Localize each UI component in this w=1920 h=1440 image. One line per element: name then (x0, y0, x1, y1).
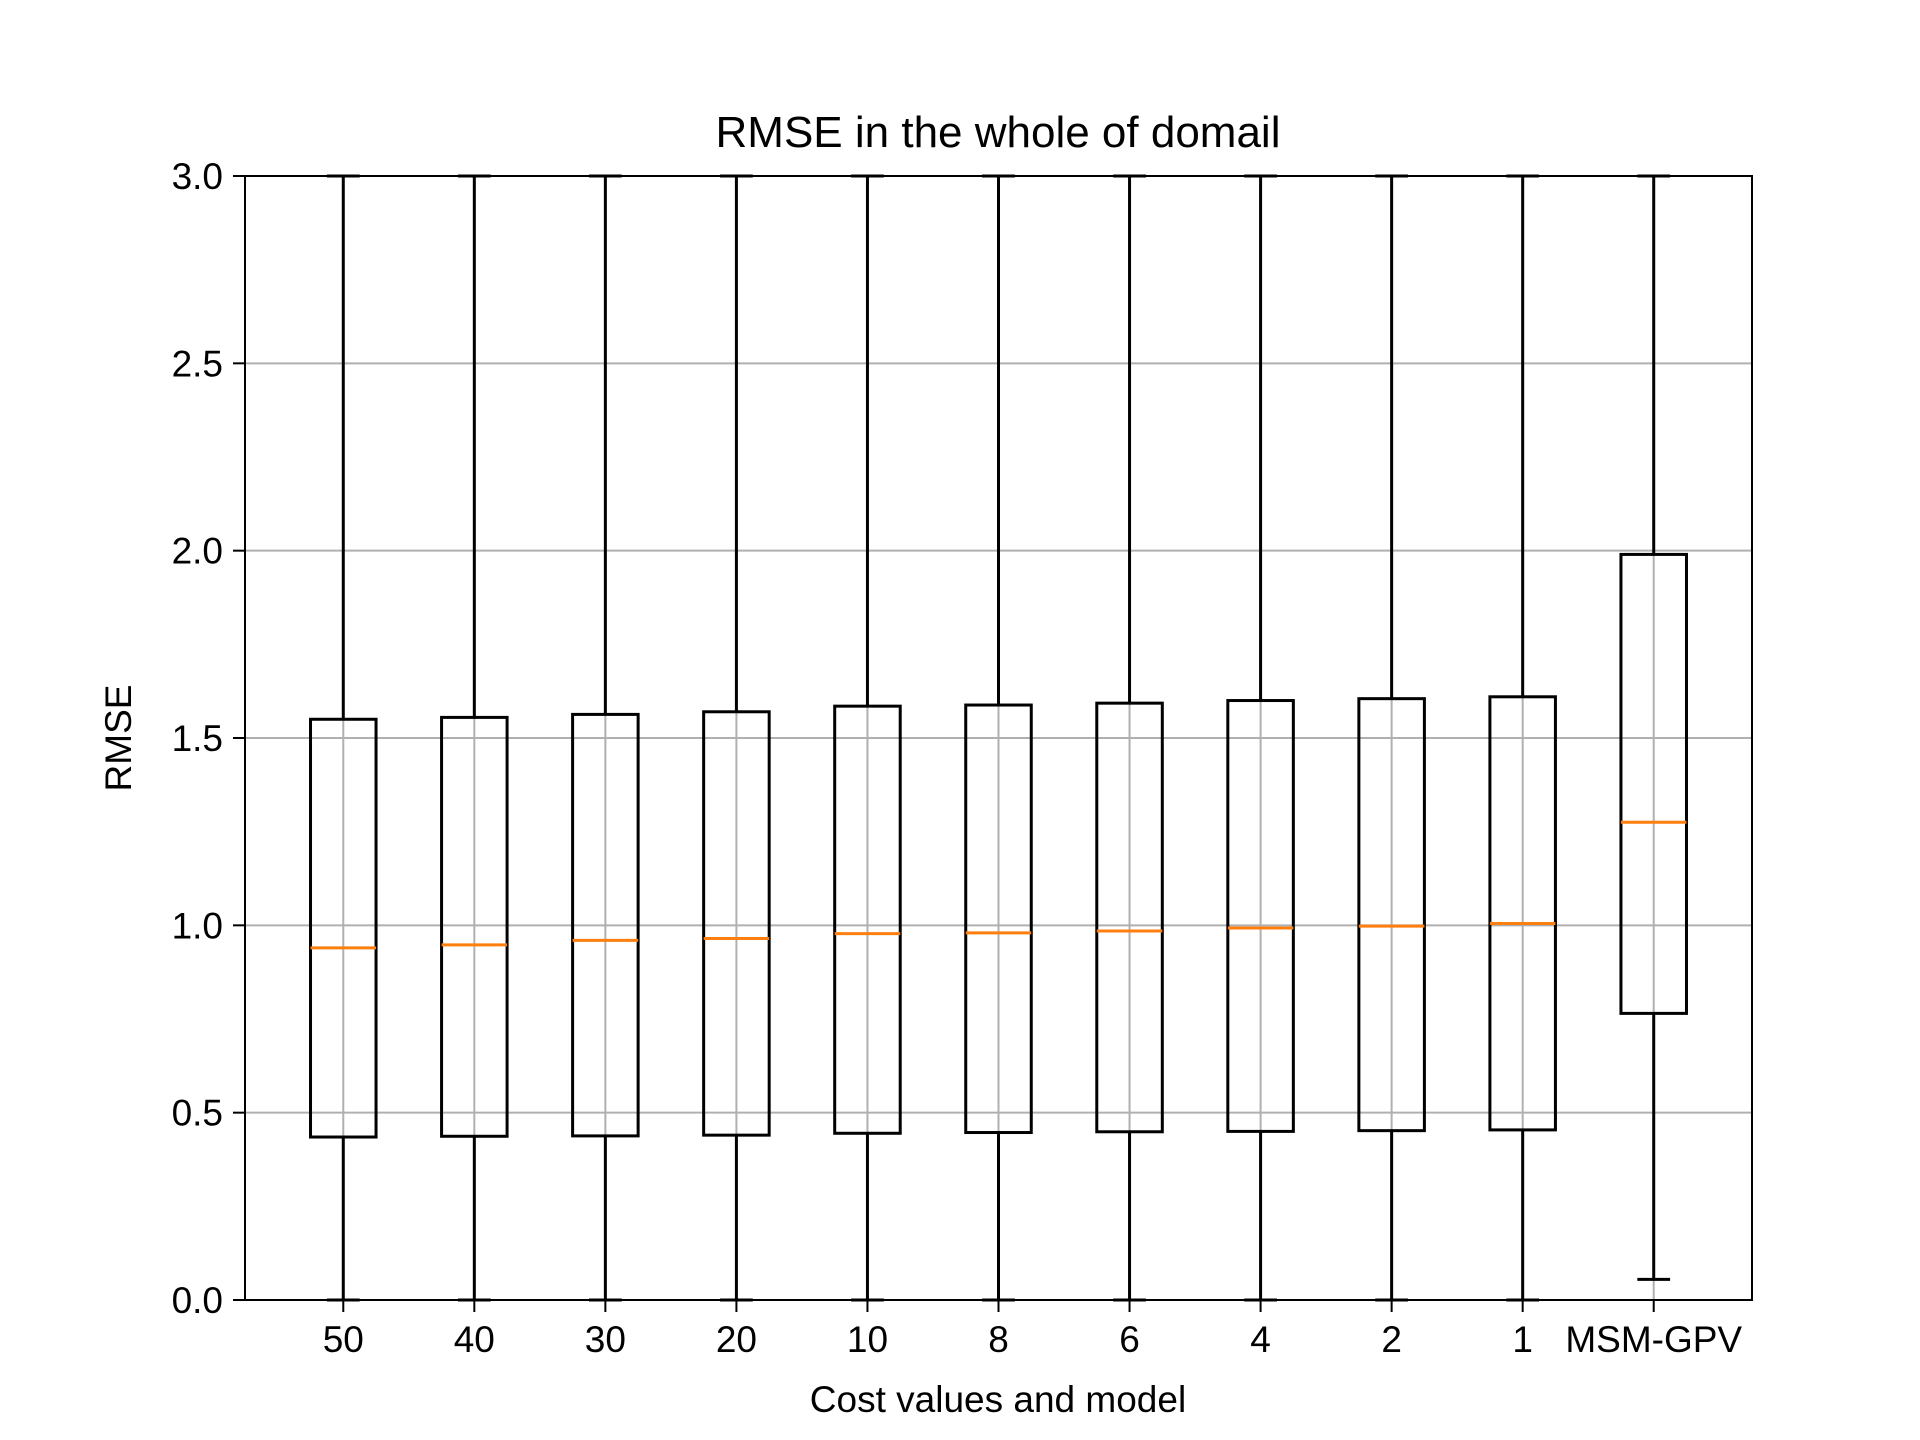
x-tick-label: 40 (454, 1319, 495, 1360)
y-tick-label: 2.0 (172, 531, 223, 572)
x-tick-label: 30 (585, 1319, 626, 1360)
box-layer (309, 174, 1688, 1302)
x-tick-label: 50 (323, 1319, 364, 1360)
x-tick-label: 4 (1250, 1319, 1271, 1360)
chart-title: RMSE in the whole of domail (716, 108, 1281, 157)
box-MSM-GPV (1619, 174, 1688, 1281)
x-tick-label: MSM-GPV (1565, 1319, 1742, 1360)
iqr-box (1226, 699, 1295, 1133)
x-tick-label: 10 (847, 1319, 888, 1360)
iqr-box (1619, 552, 1688, 1015)
x-tick-label: 6 (1119, 1319, 1140, 1360)
y-tick-label: 0.5 (172, 1093, 223, 1134)
box-40 (440, 174, 509, 1302)
iqr-box (702, 710, 771, 1137)
y-tick-label: 1.0 (172, 905, 223, 946)
x-tick-label: 2 (1381, 1319, 1402, 1360)
y-tick-label: 0.0 (172, 1280, 223, 1321)
iqr-box (309, 717, 378, 1139)
x-tick-label: 1 (1512, 1319, 1533, 1360)
box-8 (964, 174, 1033, 1302)
iqr-box (440, 715, 509, 1138)
y-tick-label: 2.5 (172, 343, 223, 384)
iqr-box (964, 703, 1033, 1135)
box-6 (1095, 174, 1164, 1302)
x-tick-label: 20 (716, 1319, 757, 1360)
iqr-box (1357, 697, 1426, 1133)
iqr-box (1488, 695, 1557, 1132)
y-tick-label: 3.0 (172, 156, 223, 197)
y-axis-label: RMSE (98, 685, 139, 792)
y-axis: 0.0 0.5 1.0 1.5 2.0 2.5 3.0 (172, 156, 245, 1321)
iqr-box (1095, 701, 1164, 1134)
y-tick-label: 1.5 (172, 718, 223, 759)
x-axis: 50 40 30 20 10 8 6 4 2 1 MSM-GPV (323, 1300, 1742, 1360)
box-1 (1488, 174, 1557, 1302)
iqr-box (571, 712, 640, 1138)
x-tick-label: 8 (988, 1319, 1009, 1360)
x-axis-label: Cost values and model (810, 1379, 1186, 1420)
iqr-box (833, 704, 902, 1135)
